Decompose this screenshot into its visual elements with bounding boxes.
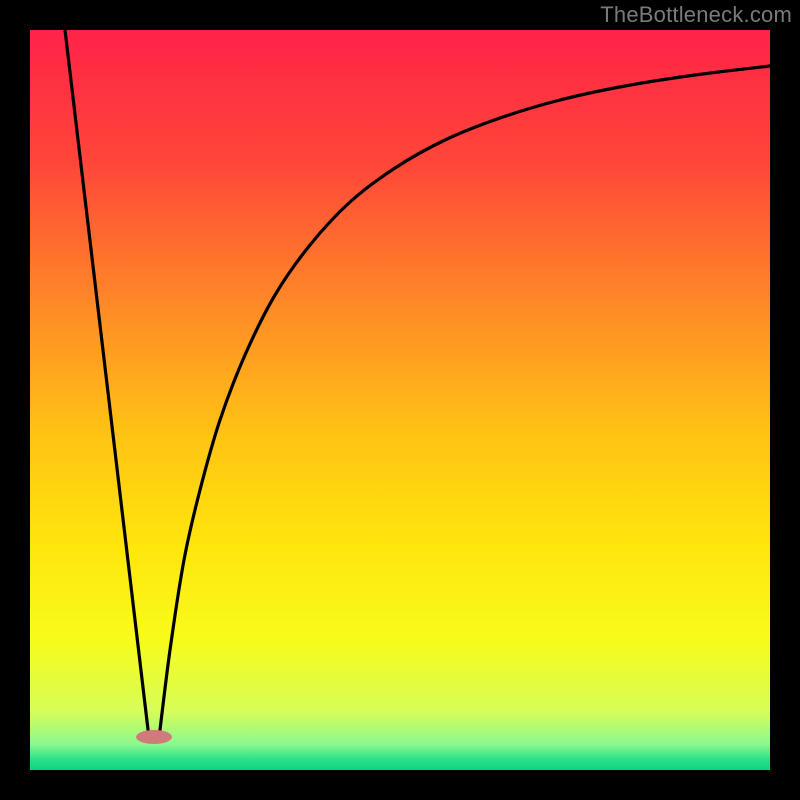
minimum-marker bbox=[136, 730, 172, 744]
chart-container: TheBottleneck.com bbox=[0, 0, 800, 800]
chart-svg bbox=[0, 0, 800, 800]
watermark-text: TheBottleneck.com bbox=[600, 2, 792, 28]
